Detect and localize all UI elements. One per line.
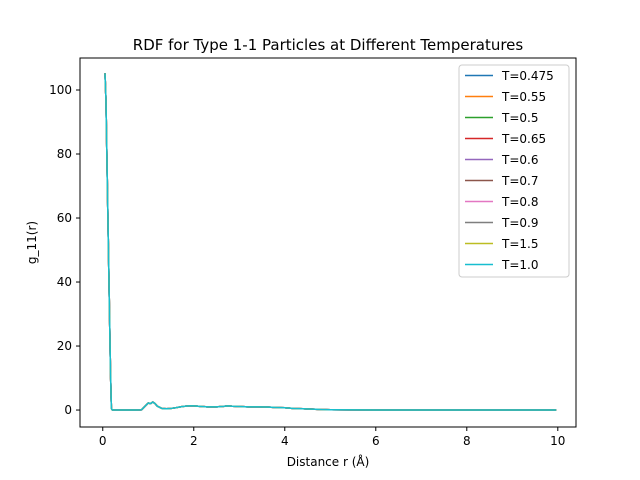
chart-title: RDF for Type 1-1 Particles at Different …	[133, 36, 524, 54]
legend-label-5: T=0.7	[501, 174, 538, 188]
x-tick-label: 6	[372, 434, 380, 448]
x-tick-label: 0	[99, 434, 107, 448]
y-tick-label: 20	[57, 339, 72, 353]
y-tick-label: 80	[57, 147, 72, 161]
legend-label-0: T=0.475	[501, 69, 554, 83]
legend: T=0.475 T=0.55 T=0.5 T=0.65 T=0.6 T=0.7 T=0.8 T…	[458, 64, 570, 278]
legend-label-6: T=0.8	[501, 195, 538, 209]
x-tick-label: 2	[190, 434, 198, 448]
series-line-9	[104, 73, 557, 411]
series-layer	[104, 73, 557, 411]
legend-label-1: T=0.55	[501, 90, 546, 104]
legend-label-3: T=0.65	[501, 132, 546, 146]
x-tick-label: 10	[550, 434, 565, 448]
y-tick-label: 0	[64, 403, 72, 417]
x-tick-label: 8	[463, 434, 471, 448]
y-tick-label: 60	[57, 211, 72, 225]
legend-label-4: T=0.6	[501, 153, 538, 167]
x-tick-label: 4	[281, 434, 289, 448]
x-axis-ticks: 0 2 4 6 8 10	[99, 427, 565, 448]
y-axis-label: g_11(r)	[25, 221, 39, 264]
plot-frame	[79, 57, 577, 428]
legend-label-2: T=0.5	[501, 111, 538, 125]
x-axis-label: Distance r (Å)	[287, 454, 370, 469]
legend-label-9: T=1.0	[501, 258, 538, 272]
legend-label-8: T=1.5	[501, 237, 538, 251]
y-axis-ticks: 0 20 40 60 80 100	[49, 83, 80, 417]
legend-label-7: T=0.9	[501, 216, 538, 230]
y-tick-label: 100	[49, 83, 72, 97]
y-tick-label: 40	[57, 275, 72, 289]
